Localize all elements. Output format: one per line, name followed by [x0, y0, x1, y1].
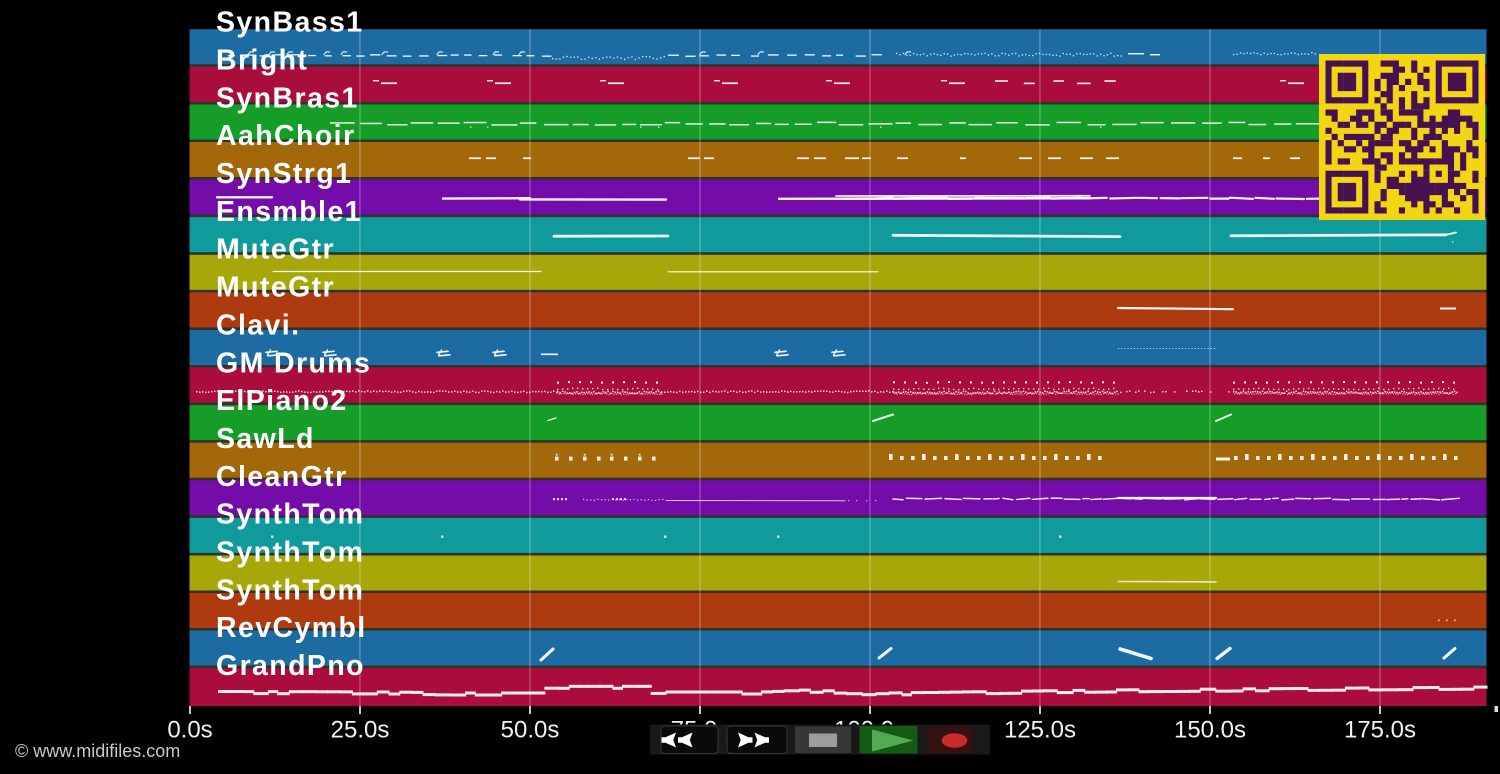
svg-text:SynBass1: SynBass1	[216, 7, 363, 39]
svg-text:SynBras1: SynBras1	[216, 82, 359, 114]
svg-text:50.0s: 50.0s	[501, 717, 560, 744]
svg-text:RevCymbl: RevCymbl	[216, 612, 367, 644]
svg-text:© www.midifiles.com: © www.midifiles.com	[15, 741, 180, 761]
svg-text:25.0s: 25.0s	[331, 717, 390, 744]
svg-text:Ensmble1: Ensmble1	[216, 196, 362, 228]
svg-text:SynthTom: SynthTom	[216, 537, 364, 569]
svg-text:175.0s: 175.0s	[1344, 717, 1416, 744]
svg-text:125.0s: 125.0s	[1004, 717, 1076, 744]
svg-text:CleanGtr: CleanGtr	[216, 461, 348, 493]
svg-text:AahChoir: AahChoir	[216, 120, 355, 152]
svg-text:150.0s: 150.0s	[1174, 717, 1246, 744]
svg-text:Clavi.: Clavi.	[216, 309, 300, 341]
svg-text:SynthTom: SynthTom	[216, 574, 364, 606]
svg-text:0.0s: 0.0s	[167, 717, 212, 744]
svg-text:GrandPno: GrandPno	[216, 650, 365, 682]
svg-text:Bright: Bright	[216, 45, 308, 77]
svg-text:SawLd: SawLd	[216, 423, 315, 455]
svg-text:SynStrg1: SynStrg1	[216, 158, 352, 190]
svg-text:MuteGtr: MuteGtr	[216, 272, 335, 304]
svg-text:SynthTom: SynthTom	[216, 499, 364, 531]
svg-text:GM Drums: GM Drums	[216, 347, 371, 379]
svg-text:MuteGtr: MuteGtr	[216, 234, 335, 266]
svg-text:ElPiano2: ElPiano2	[216, 385, 348, 417]
